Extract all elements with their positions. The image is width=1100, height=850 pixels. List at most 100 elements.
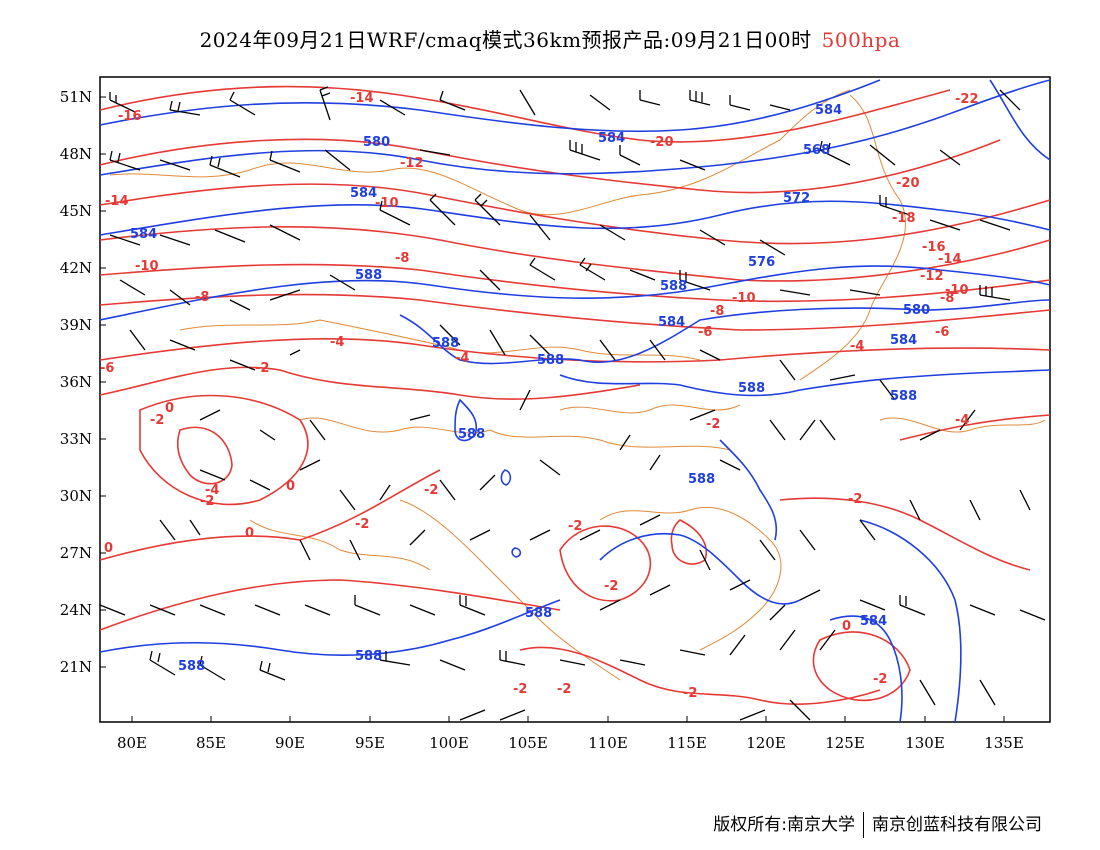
temperature-label: 0 <box>165 401 174 416</box>
y-tick-label: 48N <box>60 145 92 163</box>
geopotential-label: 588 <box>688 472 715 487</box>
temperature-label: -2 <box>150 413 164 428</box>
geopotential-label: 588 <box>355 649 382 664</box>
temperature-label: -8 <box>940 291 954 306</box>
y-tick-label: 33N <box>60 430 92 448</box>
temperature-label: -8 <box>395 251 409 266</box>
x-tick-label: 90E <box>275 734 305 752</box>
x-tick-label: 125E <box>825 734 865 752</box>
geopotential-label: 572 <box>783 191 810 206</box>
geopotential-label: 584 <box>350 186 377 201</box>
x-tick-label: 120E <box>746 734 786 752</box>
temperature-label: -2 <box>355 517 369 532</box>
geopotential-label: 584 <box>658 315 685 330</box>
temperature-label: -2 <box>513 682 527 697</box>
temperature-label: -2 <box>255 361 269 376</box>
temperature-label: -2 <box>557 682 571 697</box>
temperature-label: -4 <box>205 483 219 498</box>
temperature-label: -12 <box>400 156 424 171</box>
map-title: 2024年09月21日WRF/cmaq模式36km预报产品:09月21日00时 5… <box>0 24 1100 53</box>
temperature-label: -2 <box>200 494 214 509</box>
footer-copyright: 版权所有:南京大学 <box>713 815 855 835</box>
y-tick-label: 30N <box>60 487 92 505</box>
x-axis: 80E 85E 90E 95E 100E 105E 110E 115E 120E… <box>117 734 1024 752</box>
temperature-label: 0 <box>245 526 254 541</box>
y-tick-label: 39N <box>60 316 92 334</box>
wind-barbs <box>99 86 1046 721</box>
x-tick-label: 135E <box>984 734 1024 752</box>
temperature-label: -2 <box>873 672 887 687</box>
temperature-label: 0 <box>104 541 113 556</box>
temperature-label: -6 <box>698 325 712 340</box>
footer-company: 南京创蓝科技有限公司 <box>872 815 1042 835</box>
geopotential-label: 568 <box>803 143 830 158</box>
map-frame <box>99 76 1051 723</box>
temperature-label: -10 <box>135 259 159 274</box>
geopotential-label: 580 <box>363 135 390 150</box>
temperature-label: -14 <box>105 194 129 209</box>
geopotential-label: 588 <box>525 606 552 621</box>
geopotential-label: 588 <box>890 389 917 404</box>
contour-labels: 584 580 584 584 588 588 584 576 572 568 … <box>100 91 979 701</box>
temperature-label: -12 <box>920 269 944 284</box>
temperature-label: -2 <box>706 417 720 432</box>
temperature-label: -8 <box>195 290 209 305</box>
geopotential-label: 580 <box>903 303 930 318</box>
y-tick-label: 24N <box>60 601 92 619</box>
footer: 版权所有:南京大学 南京创蓝科技有限公司 <box>713 810 1042 838</box>
temperature-label: -2 <box>424 483 438 498</box>
temperature-label: -16 <box>118 109 142 124</box>
temperature-label: 0 <box>842 619 851 634</box>
geopotential-label: 588 <box>178 659 205 674</box>
y-tick-label: 21N <box>60 658 92 676</box>
geopotential-label: 576 <box>748 255 775 270</box>
y-tick-label: 45N <box>60 202 92 220</box>
temperature-label: -6 <box>100 361 114 376</box>
geopotential-label: 584 <box>130 227 157 242</box>
geopotential-label: 584 <box>890 333 917 348</box>
temperature-label: -10 <box>732 291 756 306</box>
title-main: 2024年09月21日WRF/cmaq模式36km预报产品:09月21日00时 <box>199 28 812 52</box>
geopotential-label: 588 <box>738 381 765 396</box>
geopotential-label: 588 <box>458 427 485 442</box>
x-tick-label: 110E <box>588 734 628 752</box>
temperature-label: -4 <box>850 339 864 354</box>
y-tick-label: 36N <box>60 373 92 391</box>
geopotential-label: 584 <box>860 614 887 629</box>
temperature-label: -10 <box>375 196 399 211</box>
temperature-label: -20 <box>650 135 674 150</box>
axis-ticks <box>100 96 1005 722</box>
temperature-label: -8 <box>710 304 724 319</box>
temperature-label: -22 <box>955 92 979 107</box>
geopotential-label: 584 <box>598 131 625 146</box>
temperature-label: -10 <box>945 283 969 298</box>
borders-layer <box>109 89 1046 681</box>
y-tick-label: 42N <box>60 259 92 277</box>
temperature-label: -16 <box>922 240 946 255</box>
temperature-label: -14 <box>350 91 374 106</box>
x-tick-label: 130E <box>905 734 945 752</box>
x-tick-label: 80E <box>117 734 147 752</box>
x-tick-label: 100E <box>429 734 469 752</box>
temperature-label: -2 <box>568 519 582 534</box>
temperature-label: -18 <box>892 211 916 226</box>
geopotential-label: 588 <box>660 279 687 294</box>
x-tick-label: 115E <box>667 734 707 752</box>
x-tick-label: 105E <box>508 734 548 752</box>
footer-separator <box>863 812 864 838</box>
temperature-label: -4 <box>455 351 469 366</box>
x-tick-label: 85E <box>196 734 226 752</box>
temperature-label: -20 <box>896 176 920 191</box>
y-tick-label: 51N <box>60 88 92 106</box>
temperature-label: -4 <box>330 335 344 350</box>
y-tick-label: 27N <box>60 544 92 562</box>
y-axis: 51N 48N 45N 42N 39N 36N 33N 30N 27N 24N … <box>60 88 92 676</box>
geopotential-label: 588 <box>537 353 564 368</box>
temperature-label: -2 <box>604 579 618 594</box>
geopotential-label: 584 <box>815 103 842 118</box>
temperature-label: -2 <box>848 492 862 507</box>
geopotential-contours <box>99 79 1051 723</box>
geopotential-label: 588 <box>432 336 459 351</box>
temperature-label: -4 <box>955 413 969 428</box>
